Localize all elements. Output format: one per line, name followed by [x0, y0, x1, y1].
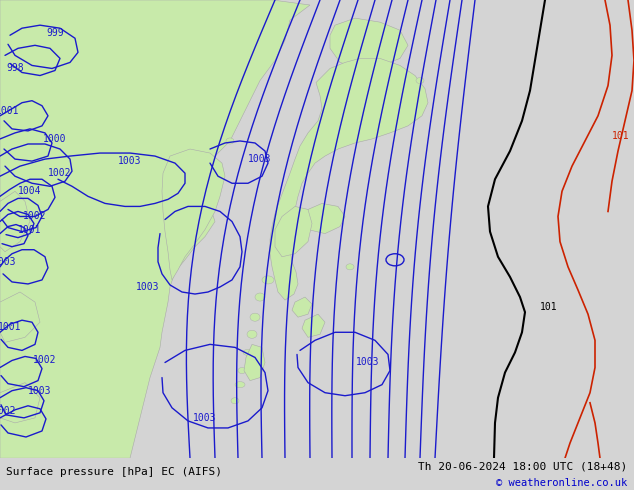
Text: 1002: 1002 — [0, 406, 16, 416]
Polygon shape — [302, 314, 325, 337]
Text: 1002: 1002 — [23, 212, 47, 221]
Text: © weatheronline.co.uk: © weatheronline.co.uk — [496, 478, 628, 488]
Text: 1001: 1001 — [0, 106, 20, 116]
Polygon shape — [0, 292, 40, 343]
Polygon shape — [330, 18, 408, 69]
Polygon shape — [0, 0, 310, 458]
Polygon shape — [302, 203, 345, 234]
Text: 101: 101 — [540, 302, 558, 312]
Text: 1003: 1003 — [0, 257, 16, 267]
Text: 999: 999 — [46, 28, 64, 38]
Text: 1002: 1002 — [33, 355, 57, 366]
Ellipse shape — [243, 349, 253, 355]
Text: 998: 998 — [6, 64, 24, 74]
Text: 1003: 1003 — [119, 156, 142, 166]
Text: 1003: 1003 — [29, 386, 52, 396]
Polygon shape — [162, 149, 225, 280]
Text: 1000: 1000 — [43, 134, 67, 144]
Polygon shape — [292, 297, 312, 317]
Text: 1004: 1004 — [18, 186, 42, 196]
Text: Surface pressure [hPa] EC (AIFS): Surface pressure [hPa] EC (AIFS) — [6, 466, 223, 477]
Ellipse shape — [250, 313, 260, 321]
Text: 1001: 1001 — [0, 322, 22, 332]
Ellipse shape — [346, 264, 354, 270]
Text: 1002: 1002 — [48, 168, 72, 178]
Text: 1001: 1001 — [18, 224, 42, 235]
Text: 1003: 1003 — [136, 282, 160, 292]
Polygon shape — [270, 58, 428, 300]
Polygon shape — [244, 344, 265, 381]
Ellipse shape — [255, 293, 265, 301]
Text: 1003: 1003 — [249, 154, 272, 164]
Ellipse shape — [238, 368, 246, 373]
Text: 101: 101 — [612, 131, 630, 141]
Ellipse shape — [416, 77, 424, 84]
Text: Th 20-06-2024 18:00 UTC (18+48): Th 20-06-2024 18:00 UTC (18+48) — [418, 461, 628, 471]
Polygon shape — [275, 206, 312, 257]
Ellipse shape — [235, 382, 245, 388]
Text: 1003: 1003 — [356, 358, 380, 368]
Polygon shape — [0, 383, 40, 423]
Text: 1003: 1003 — [193, 413, 217, 423]
Ellipse shape — [226, 138, 234, 144]
Ellipse shape — [262, 276, 274, 284]
Polygon shape — [0, 191, 30, 252]
Ellipse shape — [231, 398, 239, 404]
Ellipse shape — [247, 330, 257, 338]
